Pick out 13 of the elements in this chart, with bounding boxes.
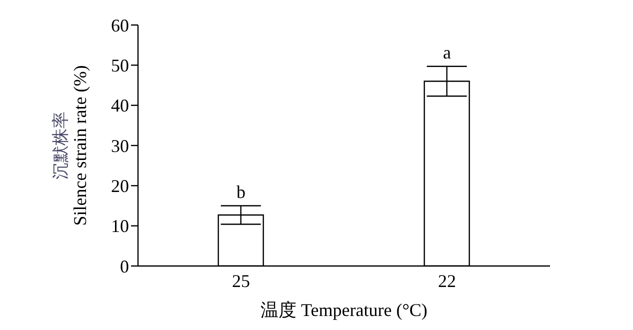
annotation: a [443, 42, 451, 62]
y-tick-label: 60 [111, 15, 129, 36]
y-tick-label: 10 [111, 216, 129, 236]
y-tick-label: 50 [111, 56, 129, 76]
x-tick-label: 22 [438, 270, 456, 291]
x-tick-label: 25 [232, 270, 250, 291]
y-tick-label: 20 [111, 176, 129, 196]
annotation: b [236, 182, 246, 202]
y-tick-label: 0 [120, 256, 129, 276]
y-tick-label: 40 [111, 96, 129, 116]
x-axis-title: 温度 Temperature (°C) [260, 300, 428, 320]
y-axis-title: 沉默株率 Silence strain rate (%) [51, 65, 90, 226]
y-tick-label: 30 [111, 136, 129, 156]
